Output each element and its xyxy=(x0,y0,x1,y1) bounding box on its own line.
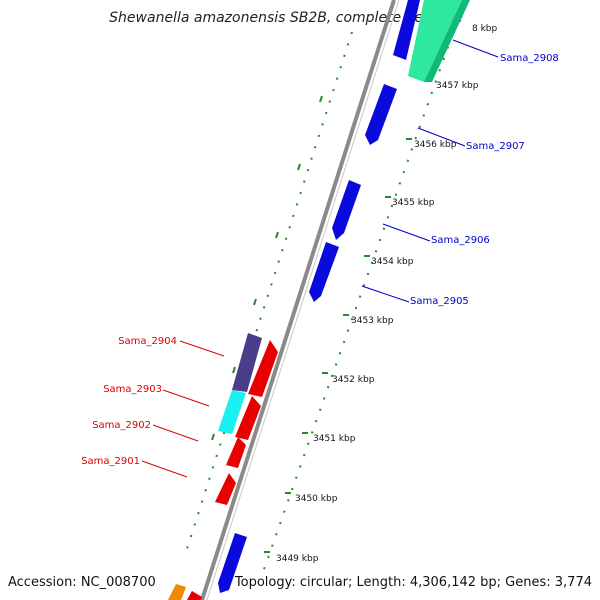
callout-sama-2902 xyxy=(152,424,199,442)
gene-sama-2901[interactable] xyxy=(215,473,236,505)
label-sama-2903[interactable]: Sama_2903 xyxy=(103,384,162,395)
gene-sama-2904[interactable] xyxy=(232,333,262,392)
tick-label-3450: 3450 kbp xyxy=(295,494,338,504)
backbone-strand-highlight xyxy=(206,0,400,600)
outer-tick-1 xyxy=(319,95,323,103)
gene-sama-2907[interactable] xyxy=(365,84,397,145)
gene-sama-2906[interactable] xyxy=(332,180,361,240)
tick-label-3455: 3455 kbp xyxy=(392,198,435,208)
topology-text: Topology: circular; Length: 4,306,142 bp… xyxy=(234,575,592,590)
outer-tick-track xyxy=(185,31,353,553)
gene-sama-2904-partner[interactable] xyxy=(248,340,278,397)
outer-tick-3 xyxy=(275,231,279,239)
major-ticks xyxy=(211,79,432,553)
backbone-strand-outer xyxy=(200,0,396,600)
label-sama-2904[interactable]: Sama_2904 xyxy=(118,336,177,347)
tick-label-3458: 8 kbp xyxy=(472,24,498,34)
gene-callout-lines xyxy=(141,39,499,478)
outer-tick-2 xyxy=(297,163,301,171)
gene-teal-shade xyxy=(424,0,470,82)
outer-tick-6 xyxy=(211,433,215,441)
tick-label-3451: 3451 kbp xyxy=(313,434,356,444)
gene-sama-2905[interactable] xyxy=(309,242,339,302)
inner-tick-track xyxy=(261,23,457,576)
outer-tick-5 xyxy=(232,366,236,374)
forward-strand-genes xyxy=(218,0,470,593)
callout-sama-2903 xyxy=(162,389,210,407)
map-title: Shewanella amazonensis SB2B, complete ge… xyxy=(109,10,463,26)
callout-sama-2905 xyxy=(361,285,410,303)
tick-label-3454: 3454 kbp xyxy=(371,257,414,267)
genome-backbone xyxy=(200,0,400,600)
tick-labels: 8 kbp 3457 kbp 3456 kbp 3455 kbp 3454 kb… xyxy=(276,24,498,564)
gene-red-bottom[interactable] xyxy=(187,591,202,600)
gene-teal-block[interactable] xyxy=(408,0,462,82)
outer-tick-4 xyxy=(253,298,257,306)
callout-sama-2908 xyxy=(452,39,499,58)
gene-lower-blue[interactable] xyxy=(218,533,247,593)
callout-sama-2904 xyxy=(179,340,225,357)
gene-sama-2908-body[interactable] xyxy=(393,0,420,60)
accession-text: Accession: NC_008700 xyxy=(8,575,156,590)
gene-sama-2903[interactable] xyxy=(218,390,246,434)
tick-label-3453: 3453 kbp xyxy=(351,316,394,326)
tick-label-3457: 3457 kbp xyxy=(436,81,479,91)
tick-label-3456: 3456 kbp xyxy=(414,140,457,150)
label-sama-2902[interactable]: Sama_2902 xyxy=(92,420,151,431)
label-sama-2901[interactable]: Sama_2901 xyxy=(81,456,140,467)
label-sama-2907[interactable]: Sama_2907 xyxy=(466,141,525,152)
gene-orange-bottom[interactable] xyxy=(168,584,186,600)
label-sama-2905[interactable]: Sama_2905 xyxy=(410,296,469,307)
label-sama-2906[interactable]: Sama_2906 xyxy=(431,235,490,246)
tick-label-3449: 3449 kbp xyxy=(276,554,319,564)
tick-label-3452: 3452 kbp xyxy=(332,375,375,385)
callout-sama-2901 xyxy=(141,460,188,478)
reverse-strand-genes xyxy=(168,333,278,600)
gene-labels: Sama_2908 Sama_2907 Sama_2906 Sama_2905 … xyxy=(81,53,559,467)
callout-sama-2906 xyxy=(382,223,431,242)
gene-sama-2902[interactable] xyxy=(226,437,246,468)
callout-sama-2907 xyxy=(417,127,466,147)
label-sama-2908[interactable]: Sama_2908 xyxy=(500,53,559,64)
gene-sama-2903-partner[interactable] xyxy=(235,396,261,440)
